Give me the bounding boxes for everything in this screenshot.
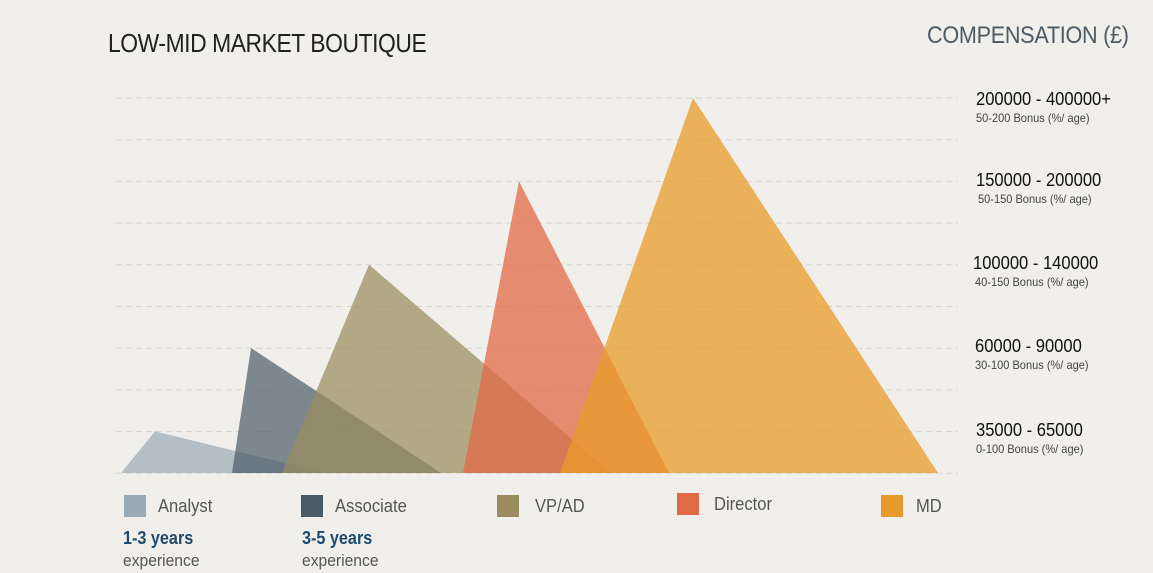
experience-analyst: 1-3 years experience [123,528,206,571]
legend-item-vp-ad: VP/AD [497,495,589,517]
legend-swatch [301,495,323,517]
experience-associate: 3-5 years experience [302,528,385,571]
legend-label: VP/AD [535,495,585,516]
level-bonus: 50-150 Bonus (%/ age) [978,192,1092,206]
level-label-3: 150000 - 200000 50-150 Bonus (%/ age) [976,170,1112,206]
level-range: 60000 - 90000 [975,336,1082,356]
experience-word: experience [302,551,379,570]
experience-word: experience [123,551,200,570]
level-range: 35000 - 65000 [976,420,1083,440]
experience-years: 1-3 years [123,528,194,548]
legend-label: MD [916,495,942,516]
level-label-1: 60000 - 90000 30-100 Bonus (%/ age) [975,336,1098,372]
level-bonus: 40-150 Bonus (%/ age) [975,275,1089,289]
level-label-0: 35000 - 65000 0-100 Bonus (%/ age) [976,420,1093,456]
level-range: 100000 - 140000 [973,253,1099,273]
series-triangle-md [560,98,938,473]
legend-swatch [497,495,519,517]
legend-item-md: MD [881,495,944,517]
legend-label: Analyst [158,495,213,516]
legend-label: Director [714,493,772,514]
level-label-4: 200000 - 400000+ 50-200 Bonus (%/ age) [976,89,1123,125]
level-bonus: 0-100 Bonus (%/ age) [976,442,1084,456]
legend-swatch [677,493,699,515]
level-bonus: 50-200 Bonus (%/ age) [976,111,1090,125]
series-triangles [121,98,938,474]
legend-item-associate: Associate [301,495,413,517]
legend-swatch [881,495,903,517]
compensation-title: COMPENSATION (£) [927,22,1129,49]
chart-title: LOW-MID MARKET BOUTIQUE [108,28,427,58]
level-range: 200000 - 400000+ [976,89,1111,109]
level-range: 150000 - 200000 [976,170,1102,190]
legend-label: Associate [335,495,407,516]
legend-swatch [124,495,146,517]
level-label-2: 100000 - 140000 40-150 Bonus (%/ age) [973,253,1109,289]
legend-item-analyst: Analyst [124,495,217,517]
legend-item-director: Director [677,493,777,515]
level-bonus: 30-100 Bonus (%/ age) [975,358,1089,372]
experience-years: 3-5 years [302,528,373,548]
